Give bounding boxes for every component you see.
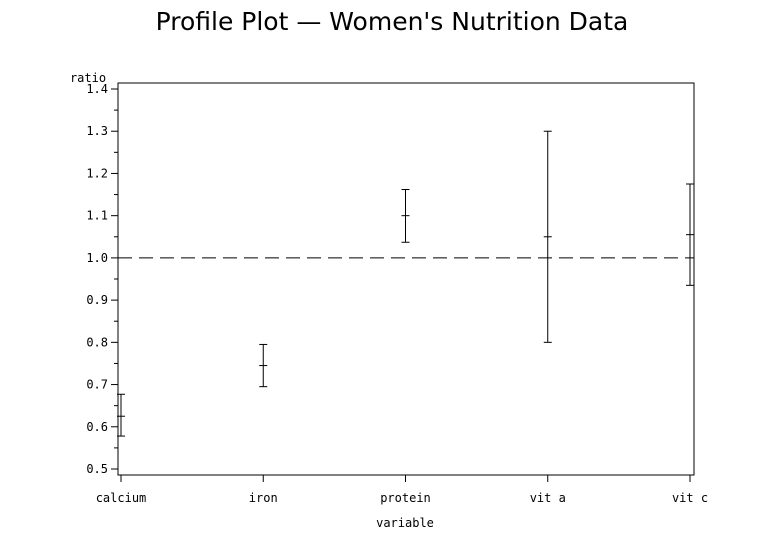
y-tick-label: 1.2 [86, 166, 108, 180]
y-tick-label: 0.8 [86, 335, 108, 349]
y-tick-label: 0.5 [86, 462, 108, 476]
error-bar [259, 343, 268, 388]
x-tick-label: vit a [530, 491, 566, 505]
y-axis-label: ratio [70, 71, 106, 85]
plot-frame [117, 82, 695, 476]
x-axis-label: variable [376, 516, 434, 530]
x-tick-label: protein [380, 491, 431, 505]
axis-ticks-layer: 0.5 0.6 0.7 0.8 0.9 1.0 1.1 1.2 1.3 1.4 calcium iro… [86, 82, 708, 505]
y-tick-label: 0.6 [86, 420, 108, 434]
error-bar [117, 393, 125, 437]
y-tick-label: 1.0 [86, 251, 108, 265]
error-bars-layer [117, 130, 694, 437]
x-tick-label: calcium [96, 491, 147, 505]
y-tick-label: 1.1 [86, 209, 108, 223]
y-tick-label: 0.7 [86, 378, 108, 392]
error-bar [401, 188, 410, 243]
x-tick-label: vit c [672, 491, 708, 505]
y-tick-label: 1.4 [86, 82, 108, 96]
error-bar [543, 130, 552, 343]
error-bar [686, 183, 694, 286]
y-tick-label: 1.3 [86, 124, 108, 138]
y-tick-label: 0.9 [86, 293, 108, 307]
x-tick-label: iron [249, 491, 278, 505]
chart-title: Profile Plot — Women's Nutrition Data [156, 7, 629, 36]
